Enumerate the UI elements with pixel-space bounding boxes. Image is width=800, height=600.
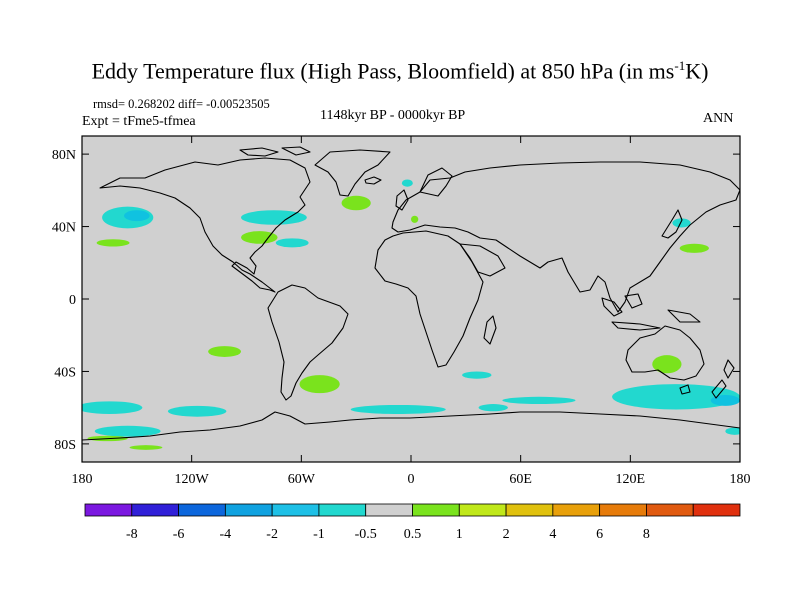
colorbar-swatch xyxy=(646,503,694,517)
lat-tick-label: 40N xyxy=(52,221,76,236)
anomaly-region-med-pos xyxy=(411,215,419,223)
period-label: 1148kyr BP - 0000kyr BP xyxy=(320,108,466,123)
colorbar-label: -2 xyxy=(266,527,278,542)
colorbar-label: 4 xyxy=(549,527,556,542)
colorbar-swatch xyxy=(318,503,367,517)
colorbar-swatch xyxy=(692,503,741,517)
colorbar-swatch xyxy=(458,503,507,517)
anomaly-region-greenland-neg xyxy=(401,179,413,187)
lat-tick-label: 80S xyxy=(54,438,76,453)
anomaly-region-so-neg-6-inner xyxy=(710,394,740,406)
anomaly-region-japan-neg xyxy=(672,218,691,228)
lon-tick-label: 120W xyxy=(175,472,210,487)
anomaly-region-s-atlantic-pos xyxy=(299,375,340,394)
colorbar-label: 8 xyxy=(643,527,650,542)
lat-tick-label: 40S xyxy=(54,365,76,380)
map-title: Eddy Temperature flux (High Pass, Bloomf… xyxy=(91,58,709,84)
colorbar-label: 2 xyxy=(503,527,510,542)
colorbar-label: -1 xyxy=(313,527,325,542)
coastlines xyxy=(82,146,740,462)
colorbar-label: 0.5 xyxy=(404,527,422,542)
colorbar-label: -8 xyxy=(126,527,138,542)
lon-tick-label: 60E xyxy=(509,472,532,487)
anomaly-region-antarctic-neg-2 xyxy=(725,427,740,435)
lon-tick-label: 120E xyxy=(616,472,646,487)
colorbar-swatch xyxy=(505,503,554,517)
season-label: ANN xyxy=(703,111,734,126)
lat-tick-label: 80N xyxy=(52,148,76,163)
anomaly-region-so-neg-1 xyxy=(82,401,143,415)
anomaly-region-so-neg-3 xyxy=(350,404,446,415)
colorbar-swatch xyxy=(552,503,601,517)
colorbar-swatch xyxy=(599,503,647,517)
anomaly-region-so-neg-5 xyxy=(502,396,576,405)
colorbar-label: 6 xyxy=(596,527,603,542)
anomaly-region-nw-pacific-pos xyxy=(679,243,709,253)
anomaly-region-north-atlantic-pos xyxy=(341,195,371,211)
longitude-axis: 180 120W 60W 0 60E 120E 180 xyxy=(72,136,751,487)
colorbar-label: -0.5 xyxy=(355,527,377,542)
colorbar-swatch xyxy=(365,503,413,517)
anomaly-region-antarctic-pos-2 xyxy=(129,445,163,450)
colorbar-label: -4 xyxy=(220,527,232,542)
lon-tick-label: 60W xyxy=(288,472,316,487)
anomaly-region-australia-pos xyxy=(652,355,682,374)
stats-label: rmsd= 0.268202 diff= -0.00523505 xyxy=(93,97,270,111)
colorbar-swatch xyxy=(178,503,226,517)
anomaly-region-s-indian-neg xyxy=(462,371,492,379)
colorbar-swatch xyxy=(412,503,460,517)
colorbar-swatch xyxy=(271,503,320,517)
colorbar-label: 1 xyxy=(456,527,463,542)
colorbar-label: -6 xyxy=(173,527,185,542)
lat-tick-label: 0 xyxy=(69,293,76,308)
anomaly-region-north-pacific-neg-inner xyxy=(124,210,150,222)
anomaly-region-so-neg-4 xyxy=(478,404,508,412)
colorbar: -8 -6 -4 -2 -1 -0.5 0.5 1 2 4 6 8 xyxy=(84,503,741,542)
colorbar-swatch xyxy=(224,503,273,517)
lon-tick-label: 180 xyxy=(72,472,93,487)
colorbar-swatch xyxy=(131,503,179,517)
anomaly-region-great-lakes-neg xyxy=(241,210,307,225)
colorbar-swatch xyxy=(84,503,133,517)
anomaly-region-so-neg-6 xyxy=(612,384,740,410)
anomaly-regions xyxy=(82,179,740,450)
latitude-axis: 80N 40N 0 40S 80S xyxy=(52,148,740,453)
lon-tick-label: 180 xyxy=(730,472,751,487)
experiment-label: Expt = tFme5-tfmea xyxy=(82,114,196,129)
lon-tick-label: 0 xyxy=(408,472,415,487)
anomaly-region-gulf-stream-neg xyxy=(275,238,309,248)
anomaly-region-so-neg-2 xyxy=(167,405,227,417)
anomaly-region-west-pacific-pos xyxy=(96,239,130,247)
anomaly-region-antarctic-neg-1 xyxy=(94,425,161,437)
anomaly-region-us-east-pos xyxy=(241,231,278,244)
anomaly-region-se-pacific-pos xyxy=(208,346,242,357)
